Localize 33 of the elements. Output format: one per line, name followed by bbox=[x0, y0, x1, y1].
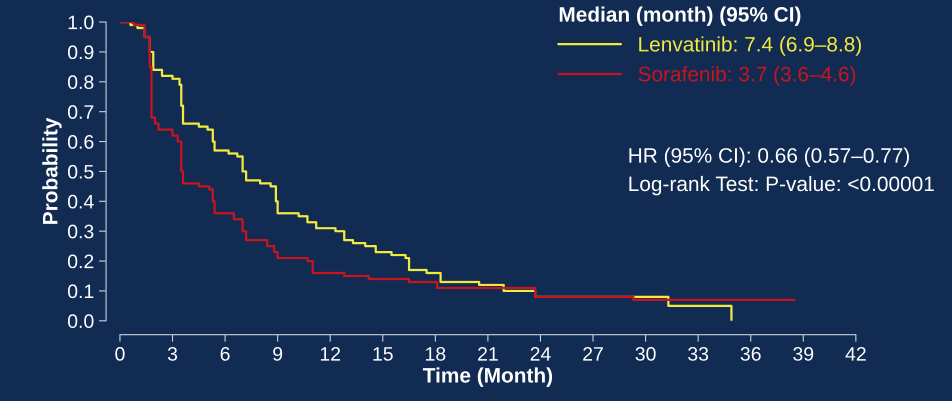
x-tick-label: 9 bbox=[273, 347, 282, 361]
x-tick-label: 15 bbox=[373, 347, 393, 361]
y-tick-label: 1.0 bbox=[68, 16, 94, 30]
legend-label: Lenvatinib: 7.4 (6.9–8.8) bbox=[639, 36, 861, 56]
y-tick-label: 0.9 bbox=[68, 45, 94, 60]
x-tick-label: 18 bbox=[426, 347, 446, 361]
x-tick-label: 39 bbox=[793, 347, 814, 361]
x-axis-title: Time (Month) bbox=[422, 367, 552, 387]
y-tick-label: 0.3 bbox=[68, 224, 94, 238]
x-tick-label: 33 bbox=[688, 347, 708, 361]
x-tick-label: 0 bbox=[115, 347, 125, 361]
y-tick-label: 0.4 bbox=[68, 194, 94, 209]
x-tick-label: 3 bbox=[168, 347, 178, 361]
y-tick-label: 0.7 bbox=[68, 105, 94, 119]
x-tick-label: 36 bbox=[740, 347, 761, 361]
annotation: Log-rank Test: P-value: <0.00001 bbox=[629, 176, 934, 196]
x-tick-label: 12 bbox=[320, 347, 340, 361]
y-tick-label: 0.6 bbox=[68, 135, 94, 149]
legend-label: Sorafenib: 3.7 (3.6–4.6) bbox=[638, 66, 856, 86]
y-tick-label: 0.2 bbox=[68, 254, 94, 268]
y-tick-label: 0.5 bbox=[68, 164, 94, 179]
y-tick-label: 0.1 bbox=[68, 284, 94, 298]
y-tick-label: 0.0 bbox=[68, 314, 94, 328]
x-tick-label: 21 bbox=[478, 347, 498, 361]
x-tick-label: 6 bbox=[220, 347, 230, 361]
annotation: HR (95% CI): 0.66 (0.57–0.77) bbox=[629, 148, 909, 167]
x-tick-label: 30 bbox=[636, 347, 656, 361]
x-tick-label: 27 bbox=[583, 347, 603, 361]
y-tick-label: 0.8 bbox=[68, 75, 94, 90]
legend-title: Median (month) (95% CI) bbox=[560, 6, 800, 26]
y-axis-title: Probability bbox=[42, 118, 62, 224]
x-tick-label: 42 bbox=[845, 347, 866, 361]
x-tick-label: 24 bbox=[530, 347, 551, 361]
